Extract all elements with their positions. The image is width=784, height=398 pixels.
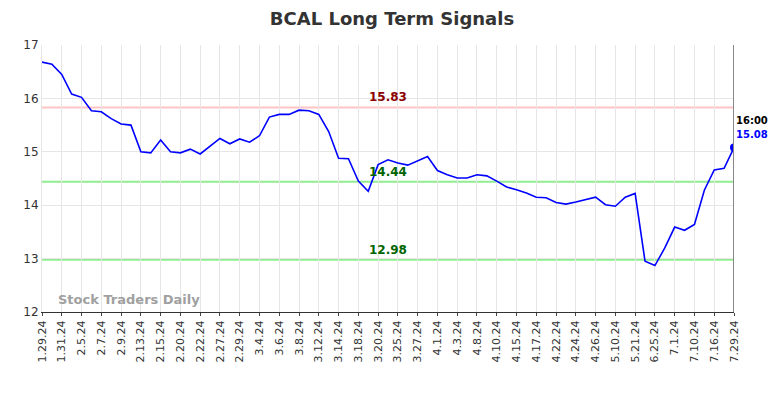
svg-text:5.21.24: 5.21.24 xyxy=(629,320,642,362)
svg-text:1.31.24: 1.31.24 xyxy=(55,320,68,362)
svg-text:1.29.24: 1.29.24 xyxy=(36,320,49,362)
svg-text:15.08: 15.08 xyxy=(736,129,768,140)
svg-text:5.10.24: 5.10.24 xyxy=(609,320,622,362)
svg-text:2.7.24: 2.7.24 xyxy=(95,320,108,355)
svg-text:BCAL Long Term Signals: BCAL Long Term Signals xyxy=(270,8,514,29)
svg-text:12.98: 12.98 xyxy=(369,243,407,257)
svg-text:2.15.24: 2.15.24 xyxy=(154,320,167,362)
svg-text:7.1.24: 7.1.24 xyxy=(668,320,681,355)
svg-text:3.25.24: 3.25.24 xyxy=(391,320,404,362)
svg-text:3.27.24: 3.27.24 xyxy=(411,320,424,362)
svg-text:4.24.24: 4.24.24 xyxy=(569,320,582,362)
svg-text:14: 14 xyxy=(23,198,38,212)
svg-text:2.20.24: 2.20.24 xyxy=(174,320,187,362)
svg-text:4.10.24: 4.10.24 xyxy=(490,320,503,362)
svg-text:4.26.24: 4.26.24 xyxy=(589,320,602,362)
svg-text:3.20.24: 3.20.24 xyxy=(372,320,385,362)
svg-text:3.8.24: 3.8.24 xyxy=(293,320,306,355)
svg-text:3.18.24: 3.18.24 xyxy=(352,320,365,362)
svg-text:4.1.24: 4.1.24 xyxy=(431,320,444,355)
svg-text:4.15.24: 4.15.24 xyxy=(510,320,523,362)
svg-text:7.16.24: 7.16.24 xyxy=(708,320,721,362)
svg-text:16: 16 xyxy=(23,92,38,106)
svg-text:3.4.24: 3.4.24 xyxy=(253,320,266,355)
svg-text:4.22.24: 4.22.24 xyxy=(550,320,563,362)
svg-text:3.12.24: 3.12.24 xyxy=(312,320,325,362)
svg-text:3.14.24: 3.14.24 xyxy=(332,320,345,362)
svg-text:4.3.24: 4.3.24 xyxy=(451,320,464,355)
svg-text:4.8.24: 4.8.24 xyxy=(471,320,484,355)
svg-text:15.83: 15.83 xyxy=(369,90,407,104)
svg-text:7.29.24: 7.29.24 xyxy=(728,320,741,362)
svg-text:2.9.24: 2.9.24 xyxy=(115,320,128,355)
svg-text:15: 15 xyxy=(23,145,38,159)
svg-text:2.29.24: 2.29.24 xyxy=(233,320,246,362)
svg-text:4.17.24: 4.17.24 xyxy=(530,320,543,362)
svg-text:2.27.24: 2.27.24 xyxy=(214,320,227,362)
svg-text:2.22.24: 2.22.24 xyxy=(194,320,207,362)
svg-text:13: 13 xyxy=(23,252,38,266)
svg-text:2.5.24: 2.5.24 xyxy=(75,320,88,355)
svg-text:2.13.24: 2.13.24 xyxy=(134,320,147,362)
svg-text:16:00: 16:00 xyxy=(736,115,768,126)
svg-text:12: 12 xyxy=(23,305,38,319)
svg-text:6.25.24: 6.25.24 xyxy=(648,320,661,362)
svg-text:Stock Traders Daily: Stock Traders Daily xyxy=(58,292,200,307)
svg-text:3.6.24: 3.6.24 xyxy=(273,320,286,355)
svg-text:17: 17 xyxy=(23,38,38,52)
svg-text:14.44: 14.44 xyxy=(369,165,407,179)
svg-text:7.10.24: 7.10.24 xyxy=(688,320,701,362)
